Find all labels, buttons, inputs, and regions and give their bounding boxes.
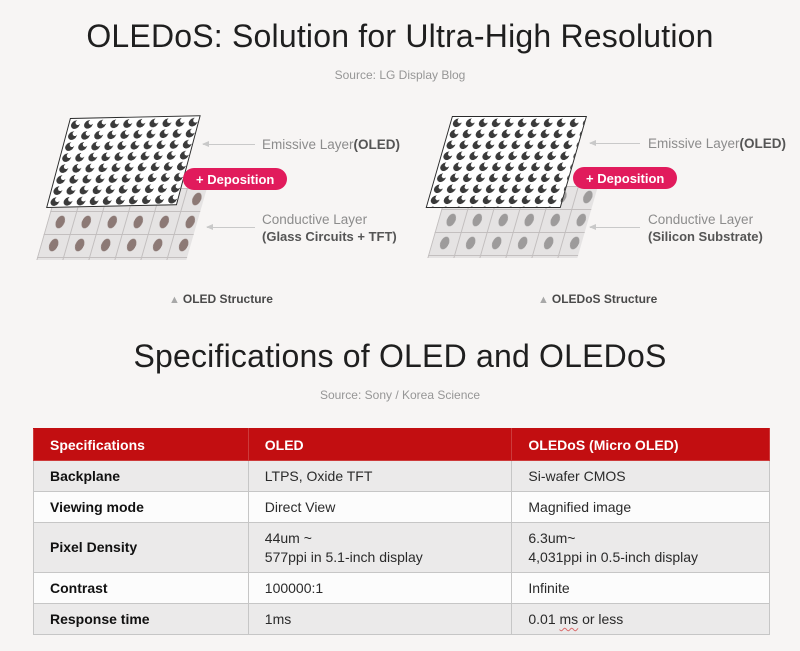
oledos-value: Infinite	[511, 572, 770, 604]
deposition-badge: + Deposition	[183, 168, 288, 190]
source-credit: Source: Sony / Korea Science	[319, 388, 481, 402]
oled-value: 100000:1	[247, 572, 513, 604]
oled-value-line2: 577ppi in 5.1-inch display	[264, 548, 423, 565]
oledos-value: 0.01 ms or less	[511, 603, 770, 635]
deposition-badge: + Deposition	[573, 167, 678, 189]
table-row: Backplane LTPS, Oxide TFT Si-wafer CMOS	[33, 460, 770, 492]
oledos-emissive-layer-sheet	[425, 116, 587, 208]
oled-value-line1: 44um ~	[264, 529, 312, 546]
table-row: Pixel Density 44um ~ 577ppi in 5.1-inch …	[33, 522, 770, 573]
row-label: Pixel Density	[33, 522, 249, 573]
oledos-structure-caption: ▲ OLEDoS Structure	[538, 292, 657, 306]
table-row: Viewing mode Direct View Magnified image	[33, 491, 770, 523]
emissive-layer-label: Emissive Layer(OLED)	[262, 137, 400, 152]
conductive-layer-sublabel: (Glass Circuits + TFT)	[262, 229, 397, 244]
oled-value: 1ms	[247, 603, 513, 635]
emissive-layer-label-text: Emissive Layer	[262, 137, 354, 152]
arrow-left-icon	[202, 141, 255, 147]
source-credit: Source: LG Display Blog	[334, 68, 466, 82]
specifications-table: Specifications OLED OLEDoS (Micro OLED) …	[33, 428, 770, 635]
oledos-value-pre: 0.01	[528, 611, 560, 627]
emissive-layer-label-bold: (OLED)	[739, 136, 787, 151]
arrow-left-icon	[589, 140, 640, 146]
oledos-value: Magnified image	[511, 491, 770, 523]
row-label: Backplane	[33, 460, 249, 492]
header-oled: OLED	[247, 428, 513, 461]
oledos-value: 6.3um~ 4,031ppi in 0.5-inch display	[511, 522, 770, 573]
oledos-value-line2: 4,031ppi in 0.5-inch display	[528, 548, 699, 565]
conductive-layer-sublabel: (Silicon Substrate)	[648, 229, 763, 244]
triangle-marker-icon: ▲	[169, 294, 180, 306]
oledos-structure-caption-text: OLEDoS Structure	[551, 292, 658, 306]
oled-value: LTPS, Oxide TFT	[247, 460, 513, 492]
table-header-row: Specifications OLED OLEDoS (Micro OLED)	[33, 428, 770, 461]
conductive-layer-label: Conductive Layer (Silicon Substrate)	[648, 211, 763, 245]
row-label: Contrast	[33, 572, 249, 604]
spellcheck-underlined-text: ms	[559, 611, 579, 627]
oled-structure-caption: ▲ OLED Structure	[169, 292, 273, 306]
oledos-value-line1: 6.3um~	[528, 529, 576, 546]
oled-value: Direct View	[247, 491, 513, 523]
specifications-title: Specifications of OLED and OLEDoS	[133, 338, 667, 374]
oledos-value: Si-wafer CMOS	[511, 460, 770, 492]
emissive-layer-label: Emissive Layer(OLED)	[648, 136, 786, 151]
oled-emissive-layer-sheet	[46, 115, 201, 208]
triangle-marker-icon: ▲	[538, 294, 549, 306]
conductive-layer-label: Conductive Layer (Glass Circuits + TFT)	[262, 211, 397, 245]
row-label: Response time	[33, 603, 249, 635]
emissive-layer-label-bold: (OLED)	[353, 137, 401, 152]
row-label: Viewing mode	[33, 491, 249, 523]
arrow-left-icon	[589, 224, 640, 230]
arrow-left-icon	[206, 224, 255, 230]
oled-structure-caption-text: OLED Structure	[182, 292, 273, 306]
oledos-value-post: or less	[578, 611, 624, 627]
header-specifications: Specifications	[33, 428, 249, 461]
page-title: OLEDoS: Solution for Ultra-High Resoluti…	[86, 18, 714, 54]
oled-value: 44um ~ 577ppi in 5.1-inch display	[247, 522, 513, 573]
table-row: Response time 1ms 0.01 ms or less	[33, 603, 770, 635]
conductive-layer-label-text: Conductive Layer	[648, 212, 754, 227]
emissive-layer-label-text: Emissive Layer	[648, 136, 740, 151]
table-row: Contrast 100000:1 Infinite	[33, 572, 770, 604]
conductive-layer-label-text: Conductive Layer	[262, 212, 368, 227]
header-oledos: OLEDoS (Micro OLED)	[511, 428, 770, 461]
